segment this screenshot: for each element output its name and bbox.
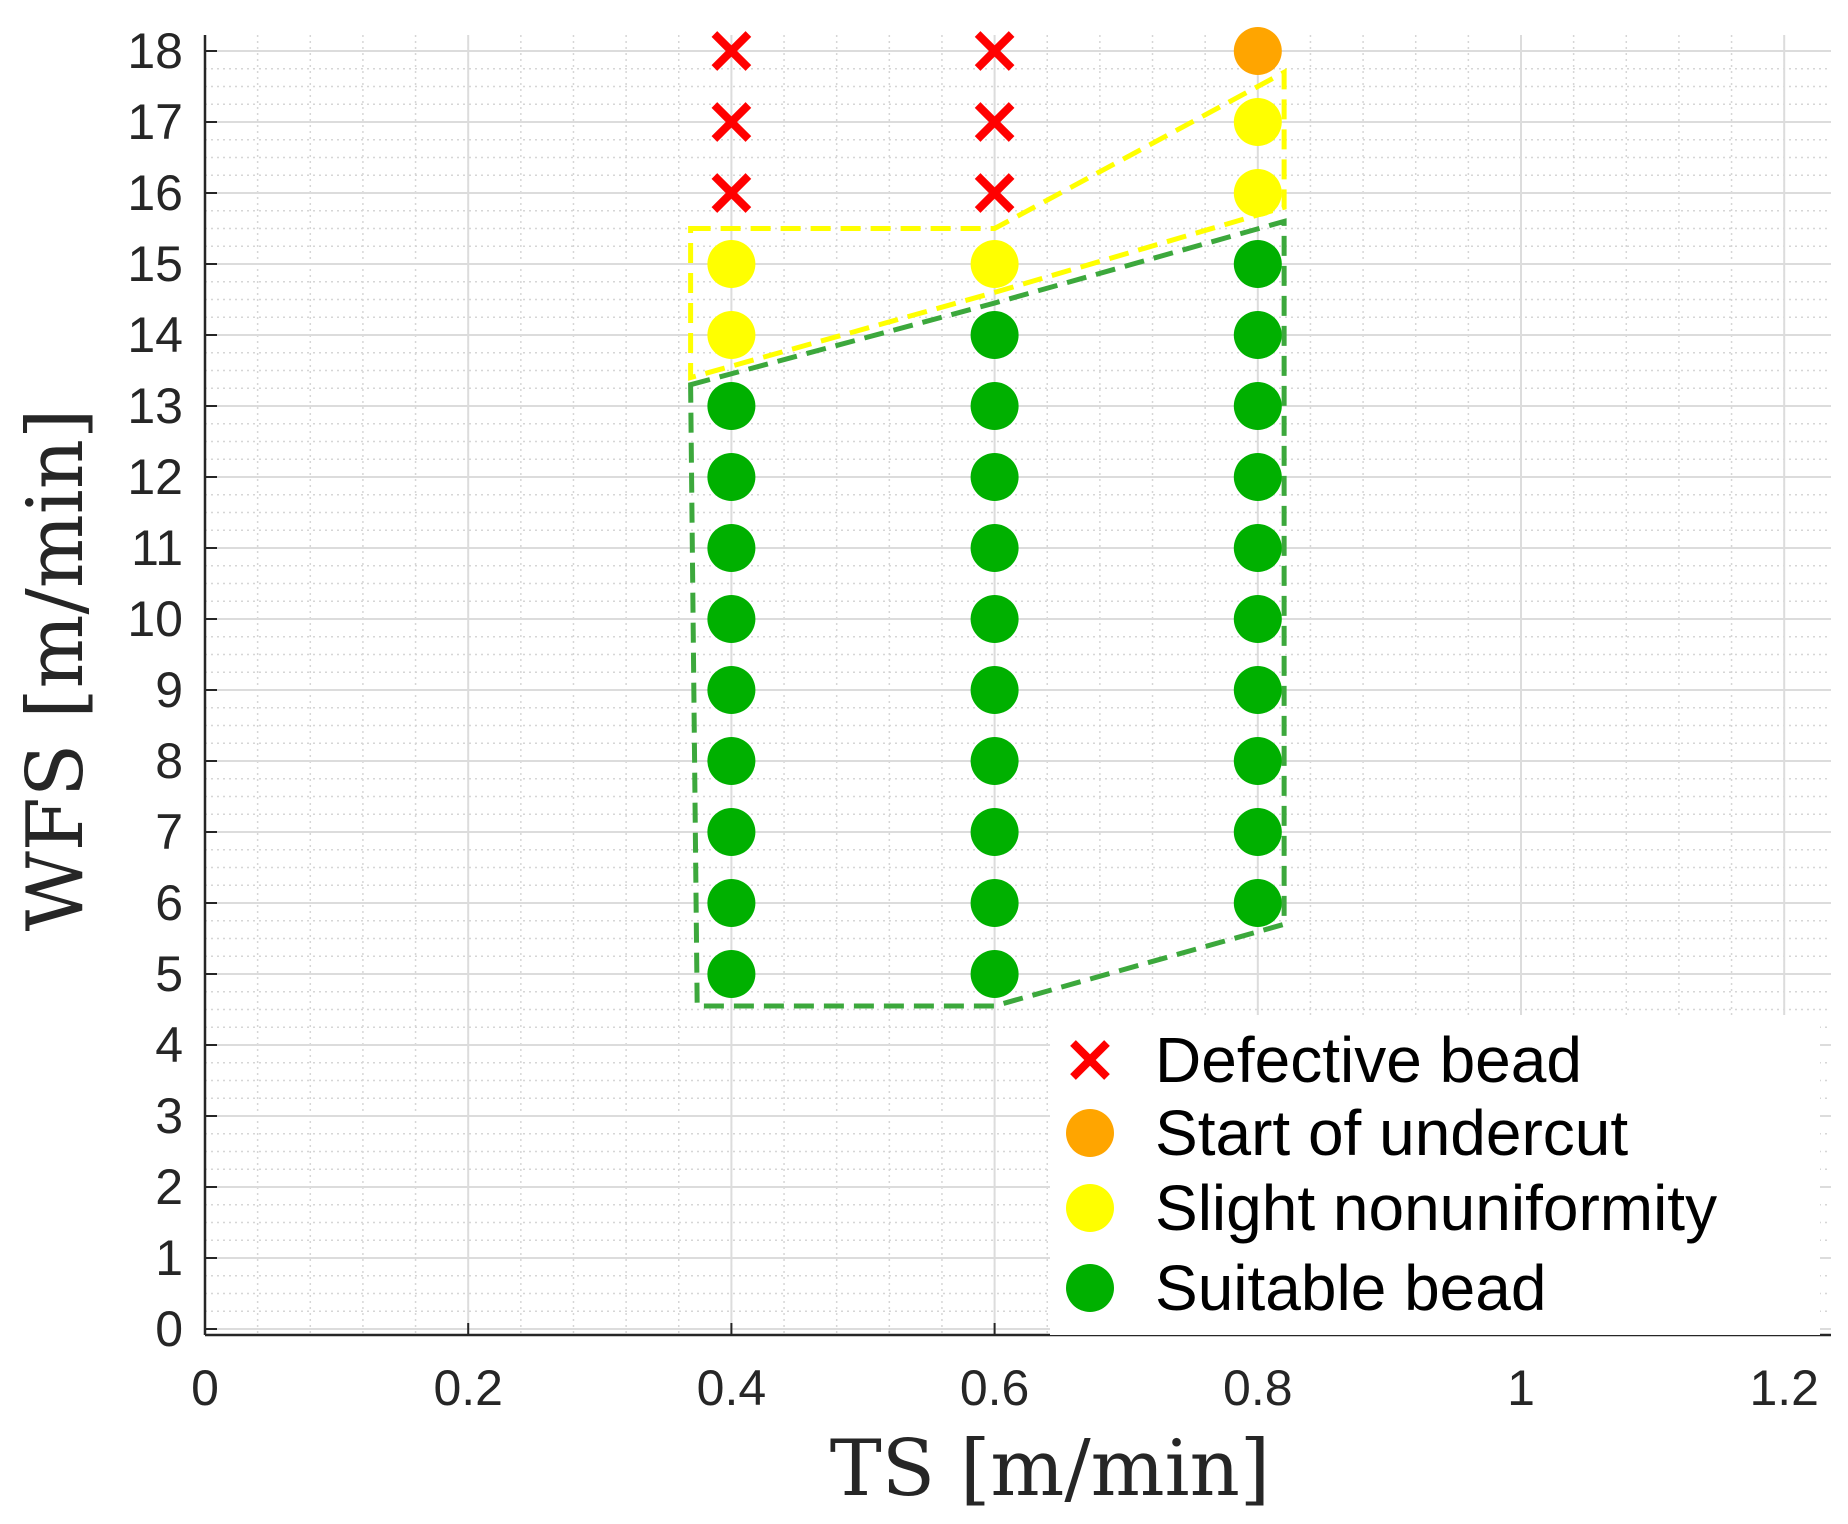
point-suitable-bead bbox=[1233, 808, 1282, 856]
y-tick-label: 10 bbox=[127, 591, 183, 647]
y-tick-label: 16 bbox=[127, 165, 183, 221]
legend-label-start-of-undercut: Start of undercut bbox=[1155, 1097, 1628, 1169]
point-suitable-bead bbox=[970, 453, 1019, 501]
point-suitable-bead bbox=[707, 382, 756, 430]
y-tick-label: 1 bbox=[155, 1230, 183, 1286]
point-suitable-bead bbox=[1233, 240, 1282, 288]
point-suitable-bead bbox=[1233, 737, 1282, 785]
legend-marker-defective-bead bbox=[1070, 1040, 1110, 1080]
regions bbox=[688, 68, 1287, 1009]
y-tick-label: 8 bbox=[155, 733, 183, 789]
x-tick-label: 0 bbox=[191, 1360, 219, 1416]
y-tick-label: 9 bbox=[155, 662, 183, 718]
point-suitable-bead bbox=[970, 595, 1019, 643]
x-tick-label: 0.8 bbox=[1223, 1360, 1293, 1416]
y-tick-label: 7 bbox=[155, 804, 183, 860]
legend-marker-start-of-undercut bbox=[1066, 1109, 1114, 1157]
y-tick-label: 12 bbox=[127, 449, 183, 505]
point-suitable-bead bbox=[707, 524, 756, 572]
x-stroke bbox=[974, 173, 1015, 213]
x-stroke bbox=[974, 31, 1015, 71]
point-suitable-bead bbox=[1233, 453, 1282, 501]
point-suitable-bead bbox=[707, 737, 756, 785]
point-suitable-bead bbox=[1233, 595, 1282, 643]
point-suitable-bead bbox=[707, 950, 756, 998]
point-slight-nonuniformity bbox=[707, 311, 756, 359]
point-suitable-bead bbox=[707, 595, 756, 643]
point-start-of-undercut bbox=[1233, 27, 1282, 75]
point-suitable-bead bbox=[707, 666, 756, 714]
slight-nonuniformity-region bbox=[688, 68, 1287, 381]
legend-label-defective-bead: Defective bead bbox=[1155, 1024, 1582, 1096]
point-suitable-bead bbox=[970, 879, 1019, 927]
point-suitable-bead bbox=[1233, 382, 1282, 430]
x-stroke bbox=[711, 31, 752, 71]
y-axis-title: WFS [m/min] bbox=[11, 409, 101, 932]
point-defective-bead bbox=[974, 31, 1015, 71]
y-tick-label: 2 bbox=[155, 1159, 183, 1215]
point-suitable-bead bbox=[1233, 879, 1282, 927]
x-stroke bbox=[711, 173, 752, 213]
point-suitable-bead bbox=[707, 879, 756, 927]
legend-marker-suitable-bead bbox=[1066, 1264, 1114, 1312]
legend-entry-defective-bead: Defective bead bbox=[1070, 1024, 1582, 1096]
y-tick-label: 17 bbox=[127, 94, 183, 150]
y-tick-label: 11 bbox=[131, 520, 183, 576]
point-defective-bead bbox=[974, 173, 1015, 213]
x-tick-label: 0.2 bbox=[433, 1360, 503, 1416]
point-defective-bead bbox=[711, 102, 752, 142]
x-tick-label: 0.6 bbox=[960, 1360, 1030, 1416]
legend-entry-slight-nonuniformity: Slight nonuniformity bbox=[1066, 1172, 1717, 1244]
y-tick-label: 3 bbox=[155, 1088, 183, 1144]
point-slight-nonuniformity bbox=[1233, 98, 1282, 146]
x-tick-labels: 0 0.2 0.4 0.6 0.8 1 1.2 bbox=[191, 1360, 1819, 1416]
y-tick-label: 6 bbox=[155, 875, 183, 931]
point-suitable-bead bbox=[970, 524, 1019, 572]
x-stroke bbox=[1070, 1040, 1110, 1080]
minor-grid bbox=[204, 35, 1831, 1335]
point-suitable-bead bbox=[970, 808, 1019, 856]
point-defective-bead bbox=[974, 102, 1015, 142]
point-suitable-bead bbox=[707, 808, 756, 856]
y-tick-label: 4 bbox=[155, 1017, 183, 1073]
y-tick-label: 14 bbox=[127, 307, 183, 363]
point-slight-nonuniformity bbox=[970, 240, 1019, 288]
legend-label-slight-nonuniformity: Slight nonuniformity bbox=[1155, 1172, 1717, 1244]
point-suitable-bead bbox=[970, 382, 1019, 430]
point-suitable-bead bbox=[1233, 311, 1282, 359]
legend-entry-start-of-undercut: Start of undercut bbox=[1066, 1097, 1628, 1169]
point-suitable-bead bbox=[970, 950, 1019, 998]
suitable-bead-region bbox=[688, 218, 1287, 1009]
y-tick-label: 18 bbox=[127, 23, 183, 79]
x-tick-label: 1.2 bbox=[1749, 1360, 1819, 1416]
legend-background bbox=[1050, 1015, 1820, 1335]
y-tick-label: 13 bbox=[127, 378, 183, 434]
point-suitable-bead bbox=[1233, 666, 1282, 714]
legend-entry-suitable-bead: Suitable bead bbox=[1066, 1252, 1546, 1324]
x-stroke bbox=[711, 102, 752, 142]
y-tick-label: 15 bbox=[127, 236, 183, 292]
x-axis-title: TS [m/min] bbox=[830, 1424, 1271, 1514]
point-defective-bead bbox=[711, 31, 752, 71]
point-suitable-bead bbox=[970, 737, 1019, 785]
data-markers bbox=[707, 27, 1282, 998]
x-tick-label: 0.4 bbox=[697, 1360, 767, 1416]
legend-label-suitable-bead: Suitable bead bbox=[1155, 1252, 1546, 1324]
point-slight-nonuniformity bbox=[707, 240, 756, 288]
point-suitable-bead bbox=[707, 453, 756, 501]
point-defective-bead bbox=[711, 173, 752, 213]
y-tick-label: 5 bbox=[155, 946, 183, 1002]
y-tick-label: 0 bbox=[155, 1301, 183, 1357]
point-suitable-bead bbox=[970, 311, 1019, 359]
point-suitable-bead bbox=[970, 666, 1019, 714]
point-suitable-bead bbox=[1233, 524, 1282, 572]
point-slight-nonuniformity bbox=[1233, 169, 1282, 217]
x-stroke bbox=[974, 102, 1015, 142]
x-tick-label: 1 bbox=[1507, 1360, 1535, 1416]
legend-marker-slight-nonuniformity bbox=[1066, 1184, 1114, 1232]
